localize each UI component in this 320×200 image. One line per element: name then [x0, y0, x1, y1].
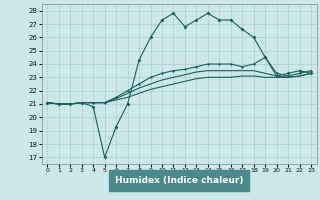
X-axis label: Humidex (Indice chaleur): Humidex (Indice chaleur) — [115, 176, 244, 185]
